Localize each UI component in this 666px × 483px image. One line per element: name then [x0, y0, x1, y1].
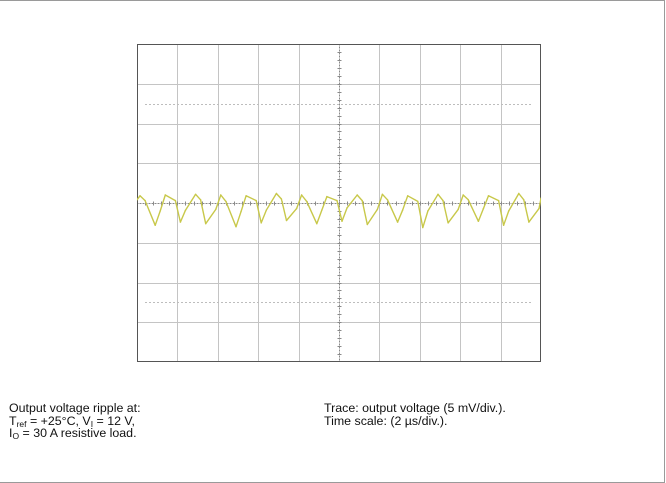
- trace-point: [154, 224, 156, 226]
- trace-point: [540, 197, 541, 199]
- caption-line-heading: Output voltage ripple at:: [9, 401, 141, 415]
- trace-point: [442, 199, 444, 202]
- trace-point: [220, 194, 222, 196]
- trace-point: [321, 209, 323, 211]
- caption-trace-line: Trace: output voltage (5 mV/div.).: [324, 401, 506, 415]
- trace-point: [285, 219, 288, 222]
- trace-point: [502, 224, 505, 226]
- trace-point: [260, 222, 262, 224]
- tref-symbol: T: [9, 413, 17, 428]
- vi-subscript: I: [90, 418, 94, 429]
- scope-graticule: [137, 44, 541, 362]
- vi-value: = 12 V,: [93, 413, 135, 428]
- trace-point: [487, 195, 490, 197]
- trace-point: [184, 209, 187, 211]
- trace-point: [422, 226, 424, 229]
- trace-point: [215, 208, 217, 211]
- trace-point: [386, 199, 389, 201]
- trace-point: [137, 199, 138, 201]
- trace-point: [205, 223, 207, 225]
- trace-point: [225, 200, 227, 203]
- trace-point: [396, 221, 399, 223]
- trace-point: [164, 194, 166, 196]
- trace-point: [159, 210, 161, 212]
- trace-point: [508, 210, 510, 212]
- tref-subscript: ref: [16, 418, 27, 429]
- trace-point: [497, 199, 500, 202]
- trace-point: [417, 200, 419, 203]
- trace-point: [356, 194, 358, 196]
- trace-point: [326, 195, 328, 198]
- trace-point: [437, 193, 439, 195]
- caption-line-tref-vi: Tref = +25°C, VI = 12 V,: [9, 413, 141, 429]
- trace-point: [265, 209, 267, 211]
- caption-trace-info: Trace: output voltage (5 mV/div.). Time …: [324, 402, 506, 427]
- output-voltage-trace: [137, 192, 541, 229]
- trace-point: [457, 208, 459, 211]
- trace-point: [518, 192, 520, 195]
- trace-point: [306, 200, 308, 203]
- trace-point: [376, 208, 379, 211]
- trace-point: [477, 220, 480, 222]
- caption-conditions: Output voltage ripple at: Tref = +25°C, …: [9, 402, 141, 440]
- trace-point: [144, 199, 146, 202]
- trace-point: [346, 207, 348, 209]
- io-value: = 30 A resistive load.: [19, 426, 137, 440]
- trace-point: [199, 199, 202, 201]
- trace-point: [255, 199, 257, 202]
- trace-points: [137, 192, 541, 229]
- trace-point: [528, 221, 530, 223]
- trace-point: [316, 223, 318, 225]
- trace-point: [407, 195, 409, 197]
- trace-point: [366, 223, 368, 226]
- trace-point: [295, 207, 298, 210]
- trace-point: [467, 199, 469, 201]
- trace-point: [538, 207, 540, 210]
- trace-point: [245, 195, 247, 197]
- trace-point: [427, 210, 429, 212]
- io-subscript: O: [12, 431, 20, 441]
- io-symbol: I: [9, 426, 13, 440]
- trace-point: [300, 194, 303, 196]
- caption-timescale-line: Time scale: (2 µs/div.).: [324, 413, 448, 428]
- trace-point: [275, 192, 278, 195]
- trace-point: [179, 221, 182, 223]
- trace-point: [139, 195, 141, 197]
- trace-point: [523, 199, 525, 201]
- trace-point: [401, 209, 404, 211]
- trace-point: [482, 207, 485, 210]
- trace-point: [361, 199, 363, 202]
- caption-line-io: IO = 30 A resistive load.: [9, 426, 141, 441]
- trace-point: [280, 198, 283, 200]
- trace-point: [447, 222, 449, 224]
- trace-point: [235, 226, 237, 228]
- trace-point: [174, 199, 177, 202]
- trace-point: [341, 220, 343, 222]
- trace-point: [462, 194, 464, 196]
- oscilloscope-plot: [137, 44, 541, 362]
- tref-value: = +25°C, V: [26, 413, 91, 428]
- trace-point: [240, 211, 242, 213]
- trace-point: [381, 193, 384, 195]
- trace-point: [194, 193, 197, 195]
- trace-point: [336, 199, 338, 202]
